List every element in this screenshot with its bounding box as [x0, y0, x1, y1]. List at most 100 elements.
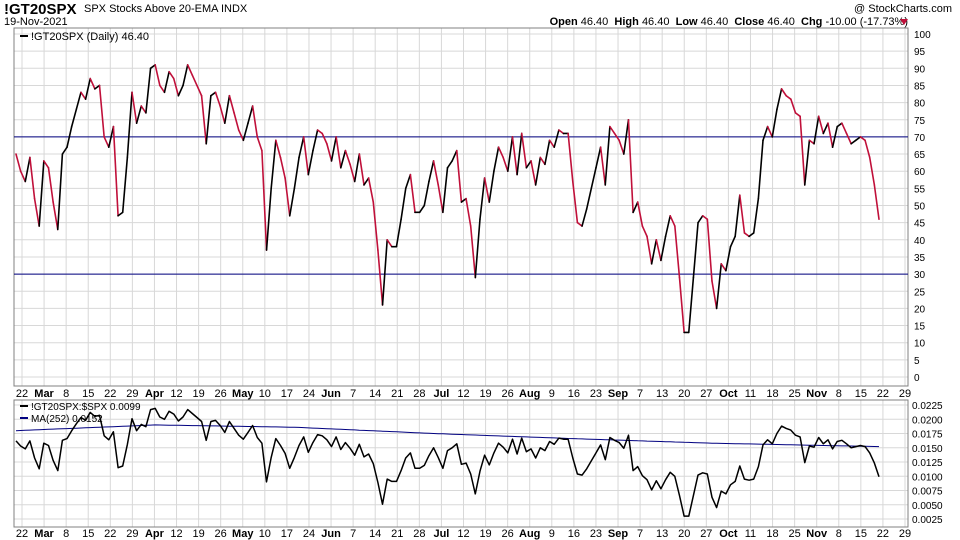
x-tick-label: 10	[259, 528, 271, 540]
price-line-segment	[446, 160, 453, 169]
price-line-segment	[488, 170, 495, 203]
price-line-segment	[465, 197, 472, 227]
price-line-segment	[432, 160, 440, 186]
y-tick-label: 35	[914, 253, 926, 264]
y-tick-label: 85	[914, 81, 926, 92]
main-panel: 0 5 10 15 20 25 30 35 40 45 50 55 60 65 70 75 80 85 90 95 10…	[13, 27, 931, 400]
price-line-segment	[335, 136, 342, 169]
y-tick-label: 0.0025	[912, 515, 943, 526]
price-line-segment	[219, 105, 226, 124]
price-line-segment	[831, 125, 839, 148]
price-line-segment	[140, 105, 147, 114]
price-line-segment	[159, 84, 166, 94]
x-tick-label: Sep	[608, 528, 628, 540]
price-line-segment	[613, 132, 620, 142]
price-line-segment	[794, 112, 801, 118]
price-line-segment	[33, 197, 40, 227]
price-line-segment	[725, 245, 732, 272]
price-line-segment	[428, 160, 435, 183]
x-tick-label: 12	[170, 388, 182, 400]
price-line-segment	[655, 239, 662, 262]
x-tick-label: 15	[82, 388, 94, 400]
price-line-segment	[803, 139, 811, 186]
x-tick-label: Jul	[433, 388, 449, 400]
price-line-segment	[349, 163, 356, 183]
price-line-segment	[650, 239, 658, 265]
x-tick-label: Sep	[608, 388, 628, 400]
x-tick-label: 22	[16, 388, 28, 400]
y-tick-label: 0.0150	[912, 444, 943, 455]
y-tick-label: 80	[914, 99, 926, 110]
price-line-segment	[256, 136, 263, 152]
ratio-line	[15, 407, 880, 517]
price-line-segment	[288, 187, 296, 217]
x-tick-label: 27	[700, 528, 712, 540]
high-label: High	[614, 16, 639, 28]
x-tick-label: 26	[502, 388, 514, 400]
price-line-segment	[395, 218, 402, 248]
price-line-segment	[678, 276, 685, 334]
x-tick-label: 27	[700, 388, 712, 400]
price-line-segment	[19, 170, 27, 183]
high-value: 46.40	[641, 16, 670, 28]
price-line-segment	[780, 88, 788, 97]
price-line-segment	[223, 94, 231, 124]
price-line-segment	[107, 125, 115, 148]
main-legend-label: !GT20SPX (Daily) 46.40	[31, 31, 149, 43]
price-line-segment	[191, 74, 198, 87]
x-tick-label: 7	[637, 528, 643, 540]
price-line-segment	[326, 142, 333, 162]
price-line-segment	[841, 122, 848, 135]
x-tick-label: Mar	[34, 528, 54, 540]
price-line-segment	[493, 146, 500, 172]
y-tick-label: 0.0100	[912, 472, 943, 483]
price-line-segment	[762, 125, 769, 142]
price-line-segment	[711, 280, 718, 310]
price-line-segment	[168, 70, 175, 80]
x-tick-label: 8	[836, 528, 842, 540]
price-line-segment	[868, 156, 876, 186]
price-line-segment	[451, 149, 458, 162]
x-tick-label: 7	[350, 528, 356, 540]
y-tick-label: 65	[914, 150, 926, 161]
price-line-segment	[251, 105, 259, 138]
y-tick-label: 60	[914, 167, 926, 178]
price-line-segment	[581, 208, 588, 227]
price-line-segment	[599, 146, 607, 186]
price-line-segment	[817, 115, 825, 135]
x-tick-label: 20	[678, 388, 690, 400]
price-line-segment	[75, 91, 82, 111]
price-line-segment	[363, 177, 370, 186]
price-line-segment	[344, 149, 351, 166]
y-tick-label: 0.0050	[912, 501, 943, 512]
price-line-segment	[460, 197, 467, 203]
price-line-segment	[233, 112, 240, 131]
price-line-segment	[530, 160, 537, 186]
x-tick-label: Oct	[719, 388, 738, 400]
close-value: 46.40	[767, 16, 795, 28]
price-line-segment	[790, 98, 797, 114]
price-line-segment	[15, 153, 22, 172]
price-line-segment	[126, 91, 133, 159]
price-line-segment	[312, 129, 319, 152]
x-tick-label: Mar	[34, 388, 54, 400]
chg-value: -10.00 (-17.73%)	[825, 16, 908, 28]
price-line-segment	[302, 136, 310, 176]
lower-panel-frame	[13, 399, 909, 528]
x-tick-label: 22	[104, 528, 116, 540]
price-line-segment	[24, 156, 31, 183]
price-line-segment	[720, 263, 727, 272]
x-tick-label: 28	[413, 388, 425, 400]
price-line-segment	[836, 122, 843, 128]
price-line-segment	[636, 201, 644, 227]
price-line-segment	[247, 105, 254, 124]
x-tick-label: 17	[281, 388, 293, 400]
price-line-segment	[442, 166, 449, 214]
y-tick-label: 15	[914, 322, 926, 333]
price-line-segment	[558, 129, 565, 135]
price-line-segment	[242, 122, 249, 142]
x-tick-label: Nov	[806, 528, 828, 540]
price-line-segment	[135, 105, 143, 124]
x-tick-label: 22	[877, 388, 889, 400]
